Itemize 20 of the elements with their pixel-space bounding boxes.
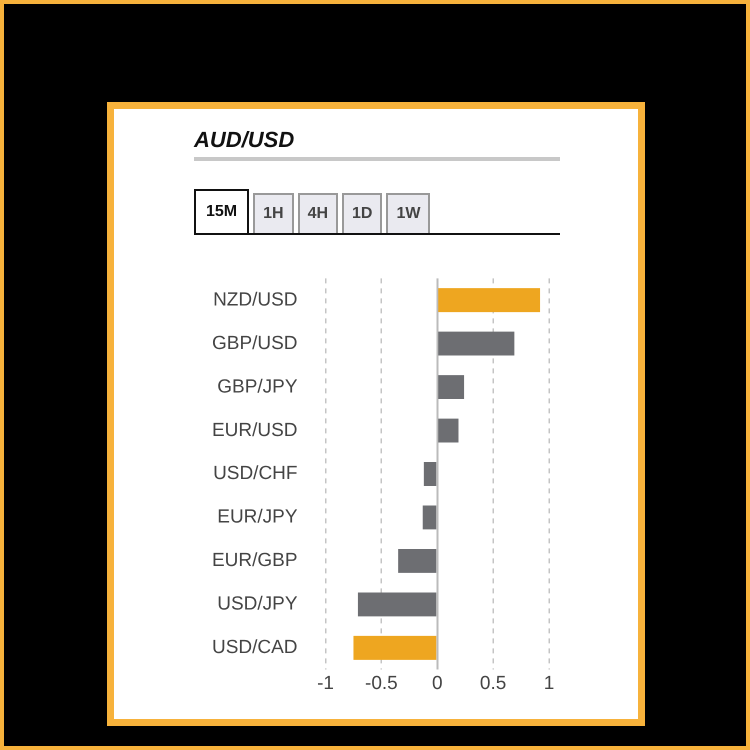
text: 1D (342, 193, 382, 233)
y-tick-label: NZD/USD (213, 289, 298, 310)
chart-title: AUD/USD (194, 127, 294, 153)
y-tick-label: USD/CAD (212, 637, 298, 658)
y-tick-label: EUR/GBP (212, 550, 298, 572)
y-tick-label: GBP/JPY (217, 376, 298, 398)
y-tick-label: GBP/USD (212, 332, 298, 354)
y-tick-label: EUR/JPY (217, 506, 298, 528)
text: 4H (298, 193, 338, 233)
text: 15M (194, 189, 250, 233)
y-tick-label: USD/JPY (217, 594, 298, 615)
x-tick-label: -0.5 (365, 673, 398, 694)
y-tick-label: EUR/USD (212, 420, 298, 441)
y-tick-label: USD/CHF (213, 463, 298, 484)
text: 1W (386, 193, 430, 233)
x-tick-label: 0.5 (480, 673, 506, 694)
x-tick-label: -1 (317, 673, 334, 694)
text: 1H (253, 193, 294, 233)
x-tick-label: 1 (544, 673, 554, 694)
x-tick-label: 0 (432, 673, 443, 694)
